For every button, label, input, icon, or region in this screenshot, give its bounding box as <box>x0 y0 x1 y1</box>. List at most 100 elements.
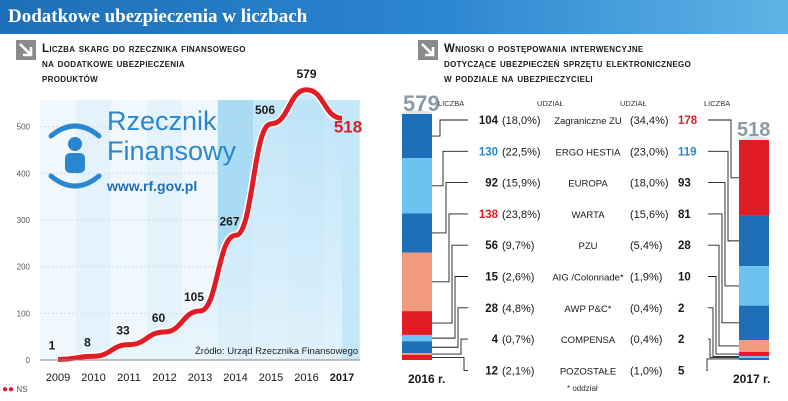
connector-2016 <box>432 338 468 355</box>
year-label-2017: 2017 r. <box>733 372 770 386</box>
x-tick-label: 2009 <box>46 372 70 384</box>
arrow-down-right-icon <box>16 40 36 60</box>
data-label: 60 <box>152 311 166 325</box>
value-2017: 178 <box>678 115 698 127</box>
segment-2017 <box>739 357 769 360</box>
x-tick-label: 2010 <box>81 372 105 384</box>
value-2017: 93 <box>678 178 691 190</box>
connector-2016 <box>432 307 468 348</box>
left-chart-title: Liczba skarg do rzecznika finansowego na… <box>42 42 246 87</box>
share-2016: (4,8%) <box>502 303 534 315</box>
connector-2016 <box>432 119 468 137</box>
right-title-line: w podziale na ubezpieczycieli <box>444 73 593 85</box>
credit-text: NS <box>16 385 28 394</box>
col-header: UDZIAŁ <box>620 99 647 108</box>
col-header: UDZIAŁ <box>537 99 564 108</box>
segment-2016 <box>402 354 432 360</box>
left-title-line: produktów <box>42 73 99 85</box>
data-label: 1 <box>49 339 56 353</box>
segment-2016 <box>402 213 432 253</box>
value-2016: 92 <box>485 178 498 190</box>
share-2017: (15,6%) <box>630 209 669 221</box>
col-header: LICZBA <box>704 99 730 108</box>
value-2016: 12 <box>485 365 498 377</box>
insurer-name: AIG /Colonnade* <box>552 273 624 284</box>
segment-2016 <box>402 334 432 342</box>
y-tick-label: 0 <box>26 356 31 365</box>
share-2017: (23,0%) <box>630 146 669 158</box>
share-2017: (1,0%) <box>630 365 662 377</box>
share-2017: (34,4%) <box>630 115 669 127</box>
y-tick-label: 300 <box>17 216 31 225</box>
value-2017: 10 <box>678 272 691 284</box>
value-2017: 2 <box>678 303 684 315</box>
x-tick-label: 2015 <box>259 372 283 384</box>
left-title-line: Liczba skarg do rzecznika finansowego <box>42 43 246 55</box>
rzecznik-logo: Rzecznik Finansowy www.rf.gov.pl <box>45 108 245 198</box>
x-tick-label: 2011 <box>117 372 141 384</box>
footnote: * oddział <box>567 384 598 393</box>
logo-line1: Rzecznik <box>107 106 217 136</box>
y-tick-label: 500 <box>17 123 31 132</box>
value-2017: 5 <box>678 365 685 377</box>
value-2016: 56 <box>485 240 498 252</box>
share-2017: (5,4%) <box>630 240 662 252</box>
segment-2017 <box>739 215 769 267</box>
data-label: 506 <box>255 103 275 117</box>
value-2016: 15 <box>485 272 498 284</box>
share-2016: (22,5%) <box>502 146 541 158</box>
right-chart-title: Wnioski o postępowania interwencyjne dot… <box>444 42 691 87</box>
segment-2017 <box>739 305 769 341</box>
segment-2016 <box>402 252 432 312</box>
segment-2016 <box>402 158 432 214</box>
segment-2017 <box>739 356 769 358</box>
y-tick-label: 400 <box>17 169 31 178</box>
share-2017: (18,0%) <box>630 178 669 190</box>
connector-2017 <box>708 182 739 287</box>
right-title-line: dotyczące ubezpieczeń sprzętu elektronic… <box>444 58 692 70</box>
segment-2017 <box>739 357 769 358</box>
segment-2017 <box>739 140 769 216</box>
connector-2016 <box>432 276 468 339</box>
connector-2017 <box>708 307 739 358</box>
share-2016: (15,9%) <box>502 178 541 190</box>
connector-2017 <box>708 150 739 242</box>
area-fill <box>58 89 342 361</box>
connector-2017 <box>708 338 739 358</box>
share-2017: (0,4%) <box>630 334 662 346</box>
value-2017: 28 <box>678 240 691 252</box>
header-banner: Dodatkowe ubezpieczenia w liczbach <box>0 0 788 34</box>
insurer-name: COMPENSA <box>561 335 616 346</box>
segment-2016 <box>402 311 432 335</box>
x-tick-label: 2016 <box>294 372 318 384</box>
connector-2016 <box>432 357 468 371</box>
value-2017: 119 <box>678 146 697 158</box>
segment-2017 <box>739 340 769 352</box>
insurer-name: ERGO HESTIA <box>556 147 622 158</box>
data-label: 33 <box>116 324 130 338</box>
value-2017: 81 <box>678 209 691 221</box>
insurer-name: PZU <box>579 241 598 252</box>
series-line <box>57 87 343 363</box>
credit-icon: ●● <box>2 384 15 395</box>
segment-2017 <box>739 266 769 306</box>
data-label: 105 <box>184 290 204 304</box>
column-band <box>146 100 183 360</box>
right-title-line: Wnioski o postępowania interwencyjne <box>444 43 644 55</box>
share-2016: (9,7%) <box>502 240 534 252</box>
value-2016: 138 <box>479 209 499 221</box>
y-tick-label: 200 <box>17 263 31 272</box>
share-2017: (0,4%) <box>630 303 662 315</box>
share-2017: (1,9%) <box>630 272 662 284</box>
x-tick-label: 2012 <box>152 372 176 384</box>
data-label: 8 <box>84 335 91 349</box>
segment-2016 <box>402 114 432 159</box>
insurer-name: WARTA <box>571 210 605 221</box>
footer-credit: ●● NS <box>2 384 27 395</box>
connector-2016 <box>432 244 468 324</box>
share-2016: (18,0%) <box>502 115 541 127</box>
value-2016: 130 <box>479 146 498 158</box>
x-tick-label: 2017 <box>330 372 354 384</box>
